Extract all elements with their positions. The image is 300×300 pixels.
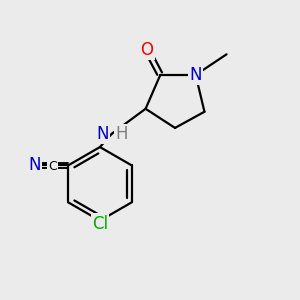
Text: H: H: [115, 125, 128, 143]
Text: N: N: [28, 157, 41, 175]
Text: Cl: Cl: [92, 214, 108, 232]
Text: N: N: [189, 66, 202, 84]
Text: N: N: [97, 125, 110, 143]
Text: C: C: [48, 160, 57, 172]
Text: O: O: [141, 41, 154, 59]
